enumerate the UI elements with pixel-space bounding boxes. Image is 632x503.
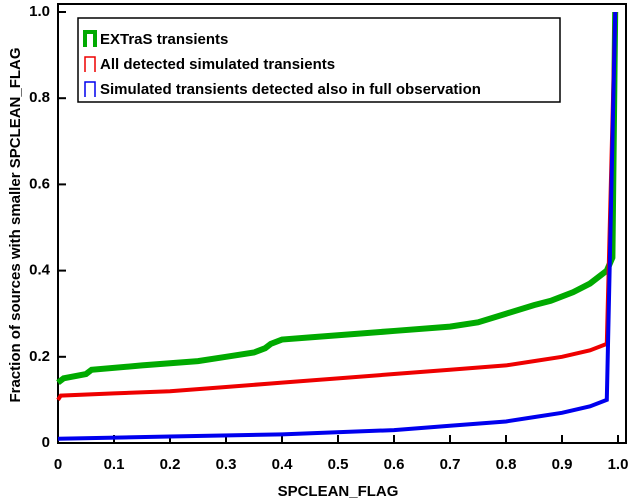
x-tick-label: 0.4 (272, 456, 294, 473)
legend-box (77, 17, 561, 103)
legend-label: Simulated transients detected also in fu… (100, 81, 481, 98)
legend-swatch (83, 30, 97, 47)
plot-frame (57, 3, 627, 444)
y-axis-label: Fraction of sources with smaller SPCLEAN… (7, 47, 24, 402)
data-line (57, 11, 618, 441)
x-tick-label: 0 (54, 456, 62, 473)
legend-swatch (84, 56, 96, 72)
data-line (56, 11, 618, 401)
x-tick-label: 1.0 (608, 456, 629, 473)
x-tick-label: 0.2 (160, 456, 181, 473)
data-line (56, 11, 619, 386)
legend-label: EXTraS transients (100, 31, 228, 48)
x-axis-label: SPCLEAN_FLAG (278, 483, 399, 500)
y-tick-label: 0.4 (29, 262, 51, 279)
legend-label: All detected simulated transients (100, 56, 335, 73)
x-tick-label: 0.9 (552, 456, 573, 473)
x-tick-label: 0.1 (104, 456, 125, 473)
legend-swatch (84, 81, 96, 97)
x-tick-label: 0.7 (440, 456, 461, 473)
x-tick-label: 0.8 (496, 456, 517, 473)
y-tick-label: 0.6 (29, 175, 50, 192)
y-tick-label: 0.8 (29, 89, 50, 106)
x-tick-label: 0.5 (328, 456, 349, 473)
y-tick-label: 0 (42, 434, 50, 451)
y-tick-label: 1.0 (29, 3, 50, 20)
y-tick-label: 0.2 (29, 348, 50, 365)
x-tick-label: 0.3 (216, 456, 237, 473)
x-tick-label: 0.6 (384, 456, 405, 473)
